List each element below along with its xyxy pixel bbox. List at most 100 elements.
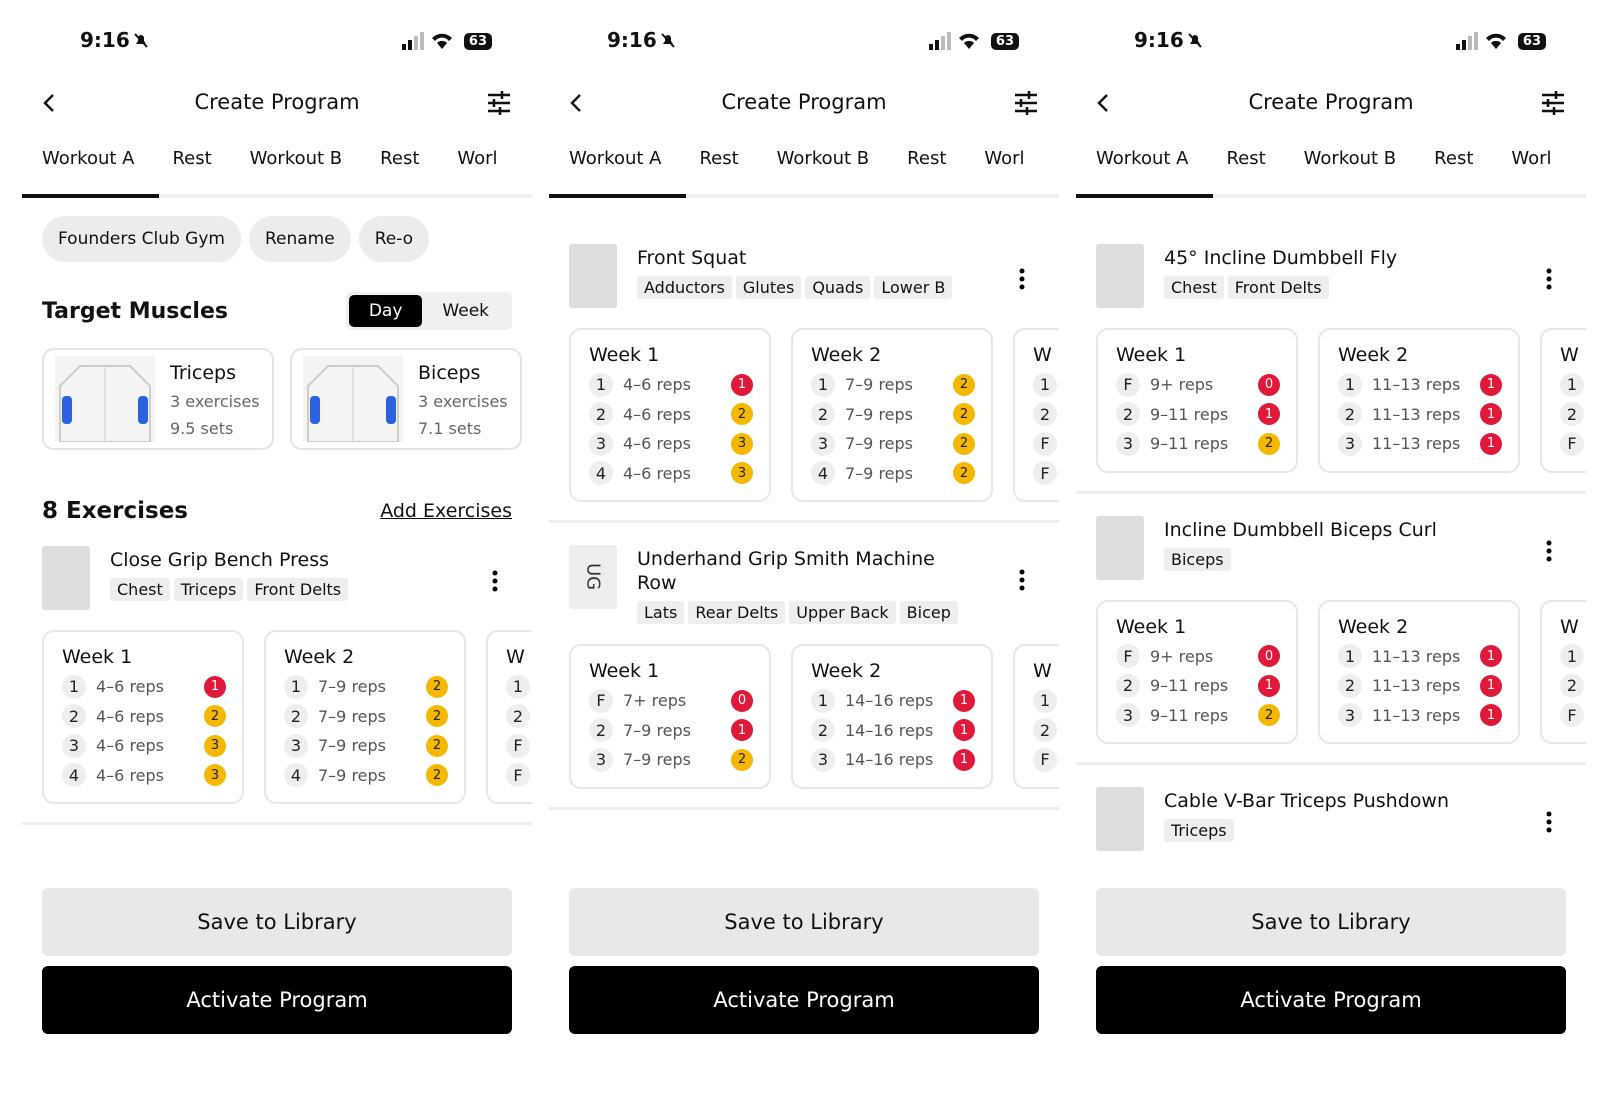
back-button[interactable] bbox=[1094, 92, 1114, 118]
muscle-card: Biceps 3 exercises 7.1 sets bbox=[290, 348, 522, 450]
tab[interactable]: Rest bbox=[699, 148, 739, 169]
more-button[interactable] bbox=[1019, 569, 1025, 595]
exercises-header: 8 Exercises Add Exercises bbox=[42, 498, 512, 524]
rir-badge: 1 bbox=[1480, 704, 1502, 727]
save-button[interactable]: Save to Library bbox=[569, 888, 1039, 956]
set-row: 4 4–6 reps 3 bbox=[589, 459, 753, 489]
set-row: F bbox=[506, 731, 532, 761]
exercise: Front Squat Adductors Glutes Quads Lower B We… bbox=[549, 222, 1059, 523]
exercise-row: Front Squat Adductors Glutes Quads Lower B bbox=[569, 244, 1039, 308]
set-number: 3 bbox=[589, 431, 613, 456]
set-reps: 7–9 reps bbox=[318, 677, 387, 697]
toggle-option[interactable]: Day bbox=[348, 295, 423, 327]
set-row: 3 4–6 reps 3 bbox=[62, 731, 226, 761]
set-reps: 14–16 reps bbox=[845, 720, 934, 740]
set-number: 1 bbox=[589, 372, 613, 397]
set-reps: 9–11 reps bbox=[1150, 404, 1229, 424]
settings-button[interactable] bbox=[1540, 90, 1566, 120]
tab[interactable]: Worl bbox=[457, 148, 498, 169]
chip[interactable]: Founders Club Gym bbox=[42, 216, 241, 262]
set-number: F bbox=[1560, 431, 1584, 456]
set-number: 3 bbox=[284, 733, 308, 758]
status-time: 9:16 bbox=[1134, 28, 1204, 52]
set-number: 3 bbox=[811, 431, 835, 456]
tab[interactable]: Rest bbox=[380, 148, 420, 169]
week-card: W 1 2 F bbox=[1540, 328, 1586, 473]
muscle-sets: 9.5 sets bbox=[170, 419, 234, 438]
set-row: 4 7–9 reps 2 bbox=[811, 459, 975, 489]
set-reps: 11–13 reps bbox=[1372, 705, 1461, 725]
set-row: F 9+ reps 0 bbox=[1116, 370, 1280, 400]
set-reps: 7–9 reps bbox=[845, 463, 914, 483]
back-button[interactable] bbox=[40, 92, 60, 118]
rir-badge: 1 bbox=[1258, 674, 1280, 697]
set-number: 4 bbox=[589, 461, 613, 486]
back-button[interactable] bbox=[567, 92, 587, 118]
tab[interactable]: Workout A bbox=[569, 148, 662, 169]
more-button[interactable] bbox=[1019, 268, 1025, 294]
set-number: 2 bbox=[62, 704, 86, 729]
week-card: Week 2 1 7–9 reps 2 2 7–9 reps 2 3 7–9 reps 2 4 7–9… bbox=[264, 630, 466, 804]
tag: Upper Back bbox=[789, 601, 896, 624]
tab[interactable]: Workout A bbox=[42, 148, 135, 169]
rir-badge: 1 bbox=[204, 675, 226, 698]
week-card: Week 1 F 9+ reps 0 2 9–11 reps 1 3 9–11 reps 2 bbox=[1096, 328, 1298, 473]
rir-badge: 0 bbox=[1258, 373, 1280, 396]
save-button[interactable]: Save to Library bbox=[1096, 888, 1566, 956]
tab[interactable]: Rest bbox=[907, 148, 947, 169]
tab[interactable]: Workout B bbox=[1303, 148, 1397, 169]
tab[interactable]: Rest bbox=[172, 148, 212, 169]
chip[interactable]: Re-o bbox=[358, 216, 430, 262]
status-icons: 63 bbox=[927, 30, 1019, 52]
content: Founders Club Gym Rename Re-o Target Muscle… bbox=[22, 216, 532, 866]
tab[interactable]: Worl bbox=[1511, 148, 1552, 169]
tab[interactable]: Workout B bbox=[249, 148, 343, 169]
activate-button[interactable]: Activate Program bbox=[42, 966, 512, 1034]
exercise-thumbnail: UG bbox=[569, 545, 617, 609]
add-exercises[interactable]: Add Exercises bbox=[380, 500, 512, 522]
set-number: 1 bbox=[284, 674, 308, 699]
save-button[interactable]: Save to Library bbox=[42, 888, 512, 956]
set-number: F bbox=[1033, 431, 1057, 456]
tab[interactable]: Rest bbox=[1434, 148, 1474, 169]
rir-badge: 2 bbox=[204, 705, 226, 728]
week-card: Week 1 1 4–6 reps 1 2 4–6 reps 2 3 4–6 reps 3 4 4–6… bbox=[42, 630, 244, 804]
rir-badge: 1 bbox=[731, 719, 753, 742]
settings-button[interactable] bbox=[1013, 90, 1039, 120]
phone-screen: 9:16 63 Create Program Workout A Rest Workout… bbox=[549, 0, 1059, 1100]
more-button[interactable] bbox=[1546, 268, 1552, 294]
exercise-name: Cable V-Bar Triceps Pushdown bbox=[1164, 790, 1449, 812]
settings-button[interactable] bbox=[486, 90, 512, 120]
tag: Adductors bbox=[637, 276, 732, 299]
section-title: Target Muscles bbox=[42, 298, 228, 324]
more-button[interactable] bbox=[1546, 540, 1552, 566]
set-row: 1 bbox=[1033, 686, 1059, 716]
rir-badge: 1 bbox=[1480, 403, 1502, 426]
set-row: 2 7–9 reps 2 bbox=[811, 400, 975, 430]
rir-badge: 2 bbox=[953, 432, 975, 455]
tab[interactable]: Worl bbox=[984, 148, 1025, 169]
battery: 63 bbox=[990, 32, 1019, 50]
tab[interactable]: Rest bbox=[1226, 148, 1266, 169]
chip[interactable]: Rename bbox=[248, 216, 351, 262]
set-number: 1 bbox=[62, 674, 86, 699]
more-button[interactable] bbox=[1546, 811, 1552, 837]
muscle-cards: Triceps 3 exercises 9.5 sets Biceps 3 exerci… bbox=[42, 348, 522, 450]
tag: Chest bbox=[1164, 276, 1224, 299]
set-number: 1 bbox=[811, 372, 835, 397]
exercise-info: 45° Incline Dumbbell Fly Chest Front Delts bbox=[1164, 244, 1397, 299]
more-button[interactable] bbox=[492, 570, 498, 596]
activate-button[interactable]: Activate Program bbox=[1096, 966, 1566, 1034]
tab[interactable]: Workout A bbox=[1096, 148, 1189, 169]
week-card: Week 2 1 11–13 reps 1 2 11–13 reps 1 3 11–13 rep… bbox=[1318, 328, 1520, 473]
toggle-option[interactable]: Week bbox=[442, 301, 489, 321]
set-row: 3 4–6 reps 3 bbox=[589, 429, 753, 459]
rir-badge: 1 bbox=[1258, 403, 1280, 426]
set-number: 4 bbox=[62, 763, 86, 788]
activate-button[interactable]: Activate Program bbox=[569, 966, 1039, 1034]
muscle-sets: 7.1 sets bbox=[418, 419, 482, 438]
rir-badge: 1 bbox=[1480, 645, 1502, 668]
tab[interactable]: Workout B bbox=[776, 148, 870, 169]
target-muscles-row: Target Muscles Day Week bbox=[42, 292, 512, 330]
